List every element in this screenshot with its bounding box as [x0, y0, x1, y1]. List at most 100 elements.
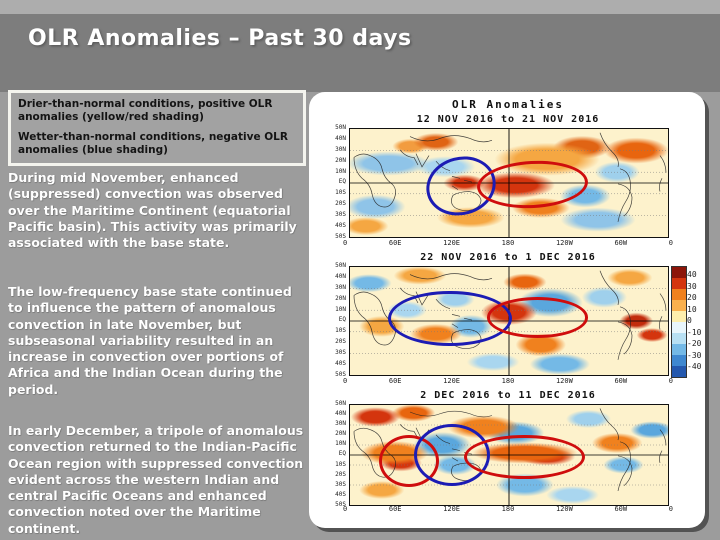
colorbar-tick-label: -40 [687, 362, 702, 371]
paragraph-late-november: The low-frequency base state continued t… [8, 284, 292, 397]
page-title: OLR Anomalies – Past 30 days [28, 26, 412, 51]
lat-tick-label: 30N [335, 145, 346, 153]
lon-tick-label: 120E [443, 239, 461, 247]
lon-tick-label: 60W [614, 377, 628, 385]
lon-tick-label: 0 [668, 505, 673, 513]
colorbar-tick-label: 0 [687, 316, 692, 325]
olr-colorbar [671, 266, 687, 378]
annotation-ellipse-suppressed-convection [486, 297, 589, 338]
map-1-lat-axis: 50N 40N 30N 20N 10N EQ 10S 20S 30S 40S 50S [319, 124, 346, 240]
colorbar-swatch [672, 344, 686, 355]
map-2-date-range: 22 NOV 2016 to 1 DEC 2016 [420, 252, 596, 263]
lon-tick-label: 60E [388, 239, 402, 247]
figure-title: OLR Anomalies [451, 98, 565, 111]
lat-tick-label: 50S [335, 370, 346, 378]
lat-tick-label: 40N [335, 134, 346, 142]
lat-tick-label: 40N [335, 410, 346, 418]
legend-positive-olr: Drier-than-normal conditions, positive O… [18, 98, 273, 124]
lat-tick-label: 10N [335, 440, 346, 448]
olr-anomaly-figure: OLR Anomalies 12 NOV 2016 to 21 NOV 2016… [309, 92, 705, 528]
colorbar-swatch [672, 289, 686, 300]
lat-tick-label: 50N [335, 124, 346, 131]
colorbar-swatch [672, 366, 686, 377]
map-3-lat-axis: 50N 40N 30N 20N 10N EQ 10S 20S 30S 40S 50S [319, 400, 346, 508]
lat-tick-label: 50S [335, 500, 346, 508]
colorbar-swatch [672, 300, 686, 311]
lon-tick-label: 180 [501, 377, 515, 385]
map-1-lon-axis: 0 60E 120E 180 120W 60W 0 [343, 239, 673, 247]
lat-tick-label: 50S [335, 232, 346, 240]
olr-map-22nov-1dec [349, 266, 669, 376]
lon-tick-label: 120W [555, 239, 573, 247]
colorbar-tick-label: -10 [687, 327, 702, 337]
title-band [0, 14, 720, 92]
top-strip [0, 0, 720, 14]
colorbar-swatch [672, 322, 686, 333]
lat-tick-label: 30S [335, 349, 346, 357]
colorbar-tick-label: 30 [687, 281, 697, 291]
lon-tick-label: 60E [388, 505, 402, 513]
colorbar-tick-label: -30 [687, 350, 702, 360]
lon-tick-label: 60W [614, 505, 628, 513]
lat-tick-label: 40S [335, 490, 346, 498]
paragraph-early-december: In early December, a tripole of anomalou… [8, 423, 304, 536]
colorbar-tick-label: 10 [687, 304, 697, 314]
lat-tick-label: 40S [335, 360, 346, 368]
lon-tick-label: 0 [343, 239, 348, 247]
lat-tick-label: 30S [335, 211, 346, 219]
lat-tick-label: 30N [335, 283, 346, 291]
colorbar-tick-label: 20 [687, 293, 697, 302]
lon-tick-label: 0 [668, 377, 673, 385]
lat-tick-label: 10N [335, 305, 346, 313]
lat-tick-label: 20S [335, 338, 346, 346]
lon-tick-label: 60E [388, 377, 402, 385]
colorbar-tick-label: 40 [687, 270, 697, 279]
lon-tick-label: 120W [555, 377, 573, 385]
annotation-ellipse-suppressed-convection-central [464, 435, 585, 479]
olr-map-12nov-21nov [349, 128, 669, 238]
colorbar-labels: 40 30 20 10 0 -10 -20 -30 -40 [687, 271, 705, 371]
colorbar-tick-label: -20 [687, 339, 702, 348]
shading-legend-box: Drier-than-normal conditions, positive O… [8, 90, 306, 166]
lon-tick-label: 0 [343, 505, 348, 513]
lon-tick-label: 60W [614, 239, 628, 247]
map-grid-coastlines [350, 129, 668, 237]
lat-tick-label: 10N [335, 167, 346, 175]
lat-tick-label: EQ [338, 450, 346, 458]
map-2-lat-axis: 50N 40N 30N 20N 10N EQ 10S 20S 30S 40S 50S [319, 262, 346, 378]
olr-map-2dec-11dec [349, 404, 669, 506]
lat-tick-label: EQ [338, 178, 346, 186]
lat-tick-label: 50N [335, 400, 346, 407]
lat-tick-label: 20S [335, 200, 346, 208]
lon-tick-label: 180 [501, 239, 515, 247]
paragraph-mid-november: During mid November, enhanced (suppresse… [8, 170, 297, 250]
map-3-date-range: 2 DEC 2016 to 11 DEC 2016 [420, 390, 596, 401]
legend-negative-olr: Wetter-than-normal conditions, negative … [18, 131, 288, 157]
lon-tick-label: 180 [501, 505, 515, 513]
lon-tick-label: 0 [343, 377, 348, 385]
lat-tick-label: 20N [335, 294, 346, 302]
colorbar-swatch [672, 311, 686, 322]
map-3-lon-axis: 0 60E 120E 180 120W 60W 0 [343, 505, 673, 513]
lon-tick-label: 120E [443, 377, 461, 385]
lon-tick-label: 0 [668, 239, 673, 247]
map-1-date-range: 12 NOV 2016 to 21 NOV 2016 [416, 114, 600, 125]
lat-tick-label: 40S [335, 222, 346, 230]
lat-tick-label: 20S [335, 470, 346, 478]
lat-tick-label: 40N [335, 272, 346, 280]
lat-tick-label: 10S [335, 327, 346, 335]
colorbar-swatch [672, 333, 686, 344]
colorbar-swatch [672, 278, 686, 289]
colorbar-swatch [672, 267, 686, 278]
lat-tick-label: EQ [338, 316, 346, 324]
lon-tick-label: 120W [555, 505, 573, 513]
lat-tick-label: 20N [335, 156, 346, 164]
lat-tick-label: 10S [335, 460, 346, 468]
lat-tick-label: 10S [335, 189, 346, 197]
lon-tick-label: 120E [443, 505, 461, 513]
map-2-lon-axis: 0 60E 120E 180 120W 60W 0 [343, 377, 673, 385]
lat-tick-label: 30N [335, 420, 346, 428]
lat-tick-label: 20N [335, 430, 346, 438]
colorbar-swatch [672, 355, 686, 366]
